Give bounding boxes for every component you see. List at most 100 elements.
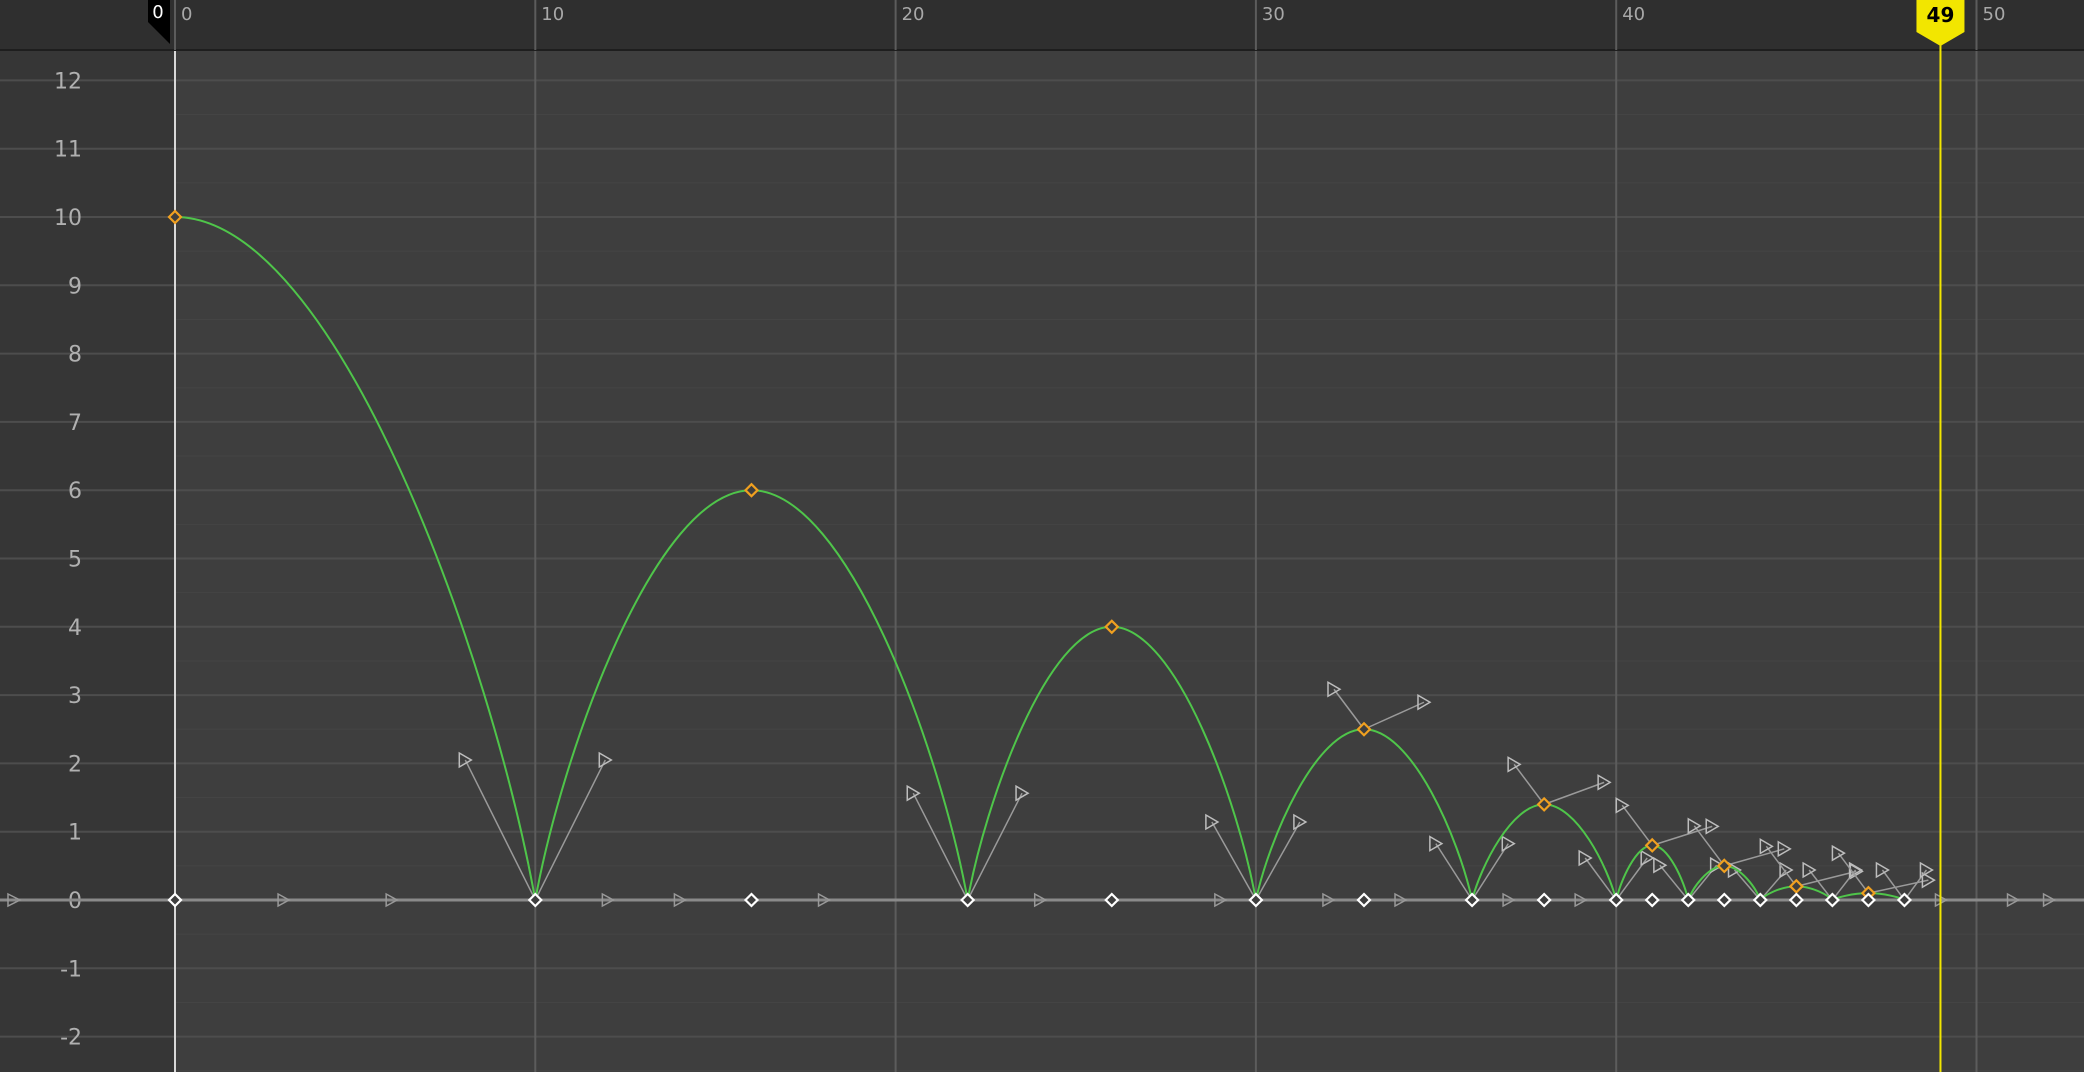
tangent-handle[interactable] xyxy=(1921,871,1936,889)
tangent-line xyxy=(1837,852,1870,894)
tangent-handle[interactable] xyxy=(1597,774,1612,791)
tangent-handles[interactable] xyxy=(458,680,1936,901)
baseline-keyframe[interactable] xyxy=(1860,892,1876,908)
baseline-tangent-arrow[interactable] xyxy=(2042,892,2057,908)
playhead[interactable]: 49 xyxy=(1916,0,1965,1072)
start-frame-marker[interactable]: 0 xyxy=(148,0,170,44)
baseline-keyframe[interactable] xyxy=(1608,892,1624,908)
tangent-line xyxy=(1471,843,1509,901)
tangent-handle[interactable] xyxy=(1501,835,1516,852)
keyframe-selected[interactable] xyxy=(1356,721,1372,737)
tangent-handle[interactable] xyxy=(1327,680,1342,698)
tangent-line xyxy=(1659,864,1689,901)
tangent-line xyxy=(966,792,1023,901)
baseline-keyframe[interactable] xyxy=(1752,892,1768,908)
tangent-line xyxy=(1513,763,1545,805)
tangent-handle[interactable] xyxy=(1777,840,1792,858)
baseline-tangent-arrow[interactable] xyxy=(817,892,832,908)
tangent-handle[interactable] xyxy=(1849,863,1864,880)
baseline-tangent-arrow[interactable] xyxy=(1394,892,1408,908)
value-tick-label: 5 xyxy=(68,548,82,573)
tangent-handle[interactable] xyxy=(1919,861,1934,879)
baseline-keyframe[interactable] xyxy=(1680,892,1696,908)
tangent-line xyxy=(1363,701,1425,730)
baseline-tangent-arrow[interactable] xyxy=(1033,892,1048,908)
tangent-handle[interactable] xyxy=(1640,849,1655,867)
baseline-keyframe[interactable] xyxy=(1716,892,1732,908)
baseline-keyframe[interactable] xyxy=(1896,892,1912,908)
keyframe-selected[interactable] xyxy=(1104,619,1120,635)
keyframe-selected[interactable] xyxy=(1536,796,1552,812)
baseline-keyframe[interactable] xyxy=(1104,892,1120,908)
baseline-tangent-arrow[interactable] xyxy=(385,892,399,908)
baseline-keyframe[interactable] xyxy=(1788,892,1804,908)
tangent-line xyxy=(1733,869,1761,901)
ruler-tick-label: 10 xyxy=(541,4,564,25)
baseline-tangent-arrow[interactable] xyxy=(601,892,615,908)
baseline-tangent-arrow[interactable] xyxy=(1322,892,1336,908)
baseline-keyframe[interactable] xyxy=(1644,892,1660,908)
tangent-handle[interactable] xyxy=(1727,861,1743,879)
tangent-handle[interactable] xyxy=(1875,861,1890,879)
tangent-handle[interactable] xyxy=(1759,838,1774,855)
baseline-keyframe[interactable] xyxy=(1536,892,1552,908)
tangent-handle[interactable] xyxy=(1015,784,1030,802)
tangent-handle[interactable] xyxy=(598,751,613,769)
baseline-tangent-arrow[interactable] xyxy=(1574,892,1588,908)
tangent-handle[interactable] xyxy=(1653,856,1668,874)
tangent-line xyxy=(1211,821,1257,901)
keyframes[interactable] xyxy=(167,209,1876,901)
time-ruler[interactable] xyxy=(0,0,2084,50)
ruler-tick-label: 40 xyxy=(1622,4,1645,25)
tangent-handle[interactable] xyxy=(1709,856,1725,874)
ruler-tick-label: 20 xyxy=(902,4,925,25)
tangent-handle[interactable] xyxy=(1293,813,1308,831)
keyframe-selected[interactable] xyxy=(743,482,760,498)
baseline-tangent-arrow[interactable] xyxy=(673,892,687,908)
keyframe-selected[interactable] xyxy=(1716,858,1732,874)
value-tick-label: 11 xyxy=(54,138,82,163)
baseline-keyframe[interactable] xyxy=(527,892,543,908)
keyframe-selected[interactable] xyxy=(167,209,183,225)
tangent-handle[interactable] xyxy=(1687,817,1702,835)
time-ruler-labels: 0 10 20 30 40 50 xyxy=(174,0,2005,50)
tangent-handle[interactable] xyxy=(1831,844,1846,862)
value-tick-label: -1 xyxy=(60,957,82,982)
tangent-handle[interactable] xyxy=(906,784,921,802)
tangent-line xyxy=(1435,843,1473,901)
tangent-handle[interactable] xyxy=(1802,861,1817,879)
value-tick-label: 9 xyxy=(68,274,82,299)
baseline-keyframe[interactable] xyxy=(167,892,183,908)
baseline-keyframe[interactable] xyxy=(743,892,760,908)
baseline-keyframe[interactable] xyxy=(1824,892,1840,908)
keyframe-selected[interactable] xyxy=(1788,878,1804,894)
baseline-tangent-arrow[interactable] xyxy=(277,892,291,908)
tangent-handle[interactable] xyxy=(1578,849,1593,867)
bounce-curve[interactable] xyxy=(174,216,1905,904)
tangent-handle[interactable] xyxy=(458,751,473,769)
tangent-handle[interactable] xyxy=(1205,813,1220,831)
tangent-handle[interactable] xyxy=(1705,818,1720,835)
baseline-tangent-arrow[interactable] xyxy=(1502,892,1516,908)
tangent-line xyxy=(1652,825,1713,847)
baseline-keyframe[interactable] xyxy=(1248,892,1264,908)
baseline-tangent-arrow[interactable] xyxy=(2006,892,2021,908)
tangent-handle[interactable] xyxy=(1429,835,1444,852)
tangent-line xyxy=(534,759,606,901)
tangent-handle[interactable] xyxy=(1615,797,1630,814)
value-tick-label: 4 xyxy=(68,616,82,641)
baseline-keyframes[interactable] xyxy=(167,892,1912,908)
tangent-handle[interactable] xyxy=(1507,756,1522,773)
keyframe-selected[interactable] xyxy=(1644,837,1660,853)
baseline-keyframe[interactable] xyxy=(1464,892,1480,908)
baseline-tangent-arrow[interactable] xyxy=(1214,892,1228,908)
ruler-tick-label: 30 xyxy=(1262,4,1285,25)
baseline-keyframe[interactable] xyxy=(1356,892,1372,908)
tangent-handle[interactable] xyxy=(1417,693,1432,711)
tangent-handle[interactable] xyxy=(1848,861,1864,879)
tangent-line xyxy=(1333,688,1365,730)
baseline-keyframe[interactable] xyxy=(960,892,976,908)
tangent-line xyxy=(1584,857,1617,901)
